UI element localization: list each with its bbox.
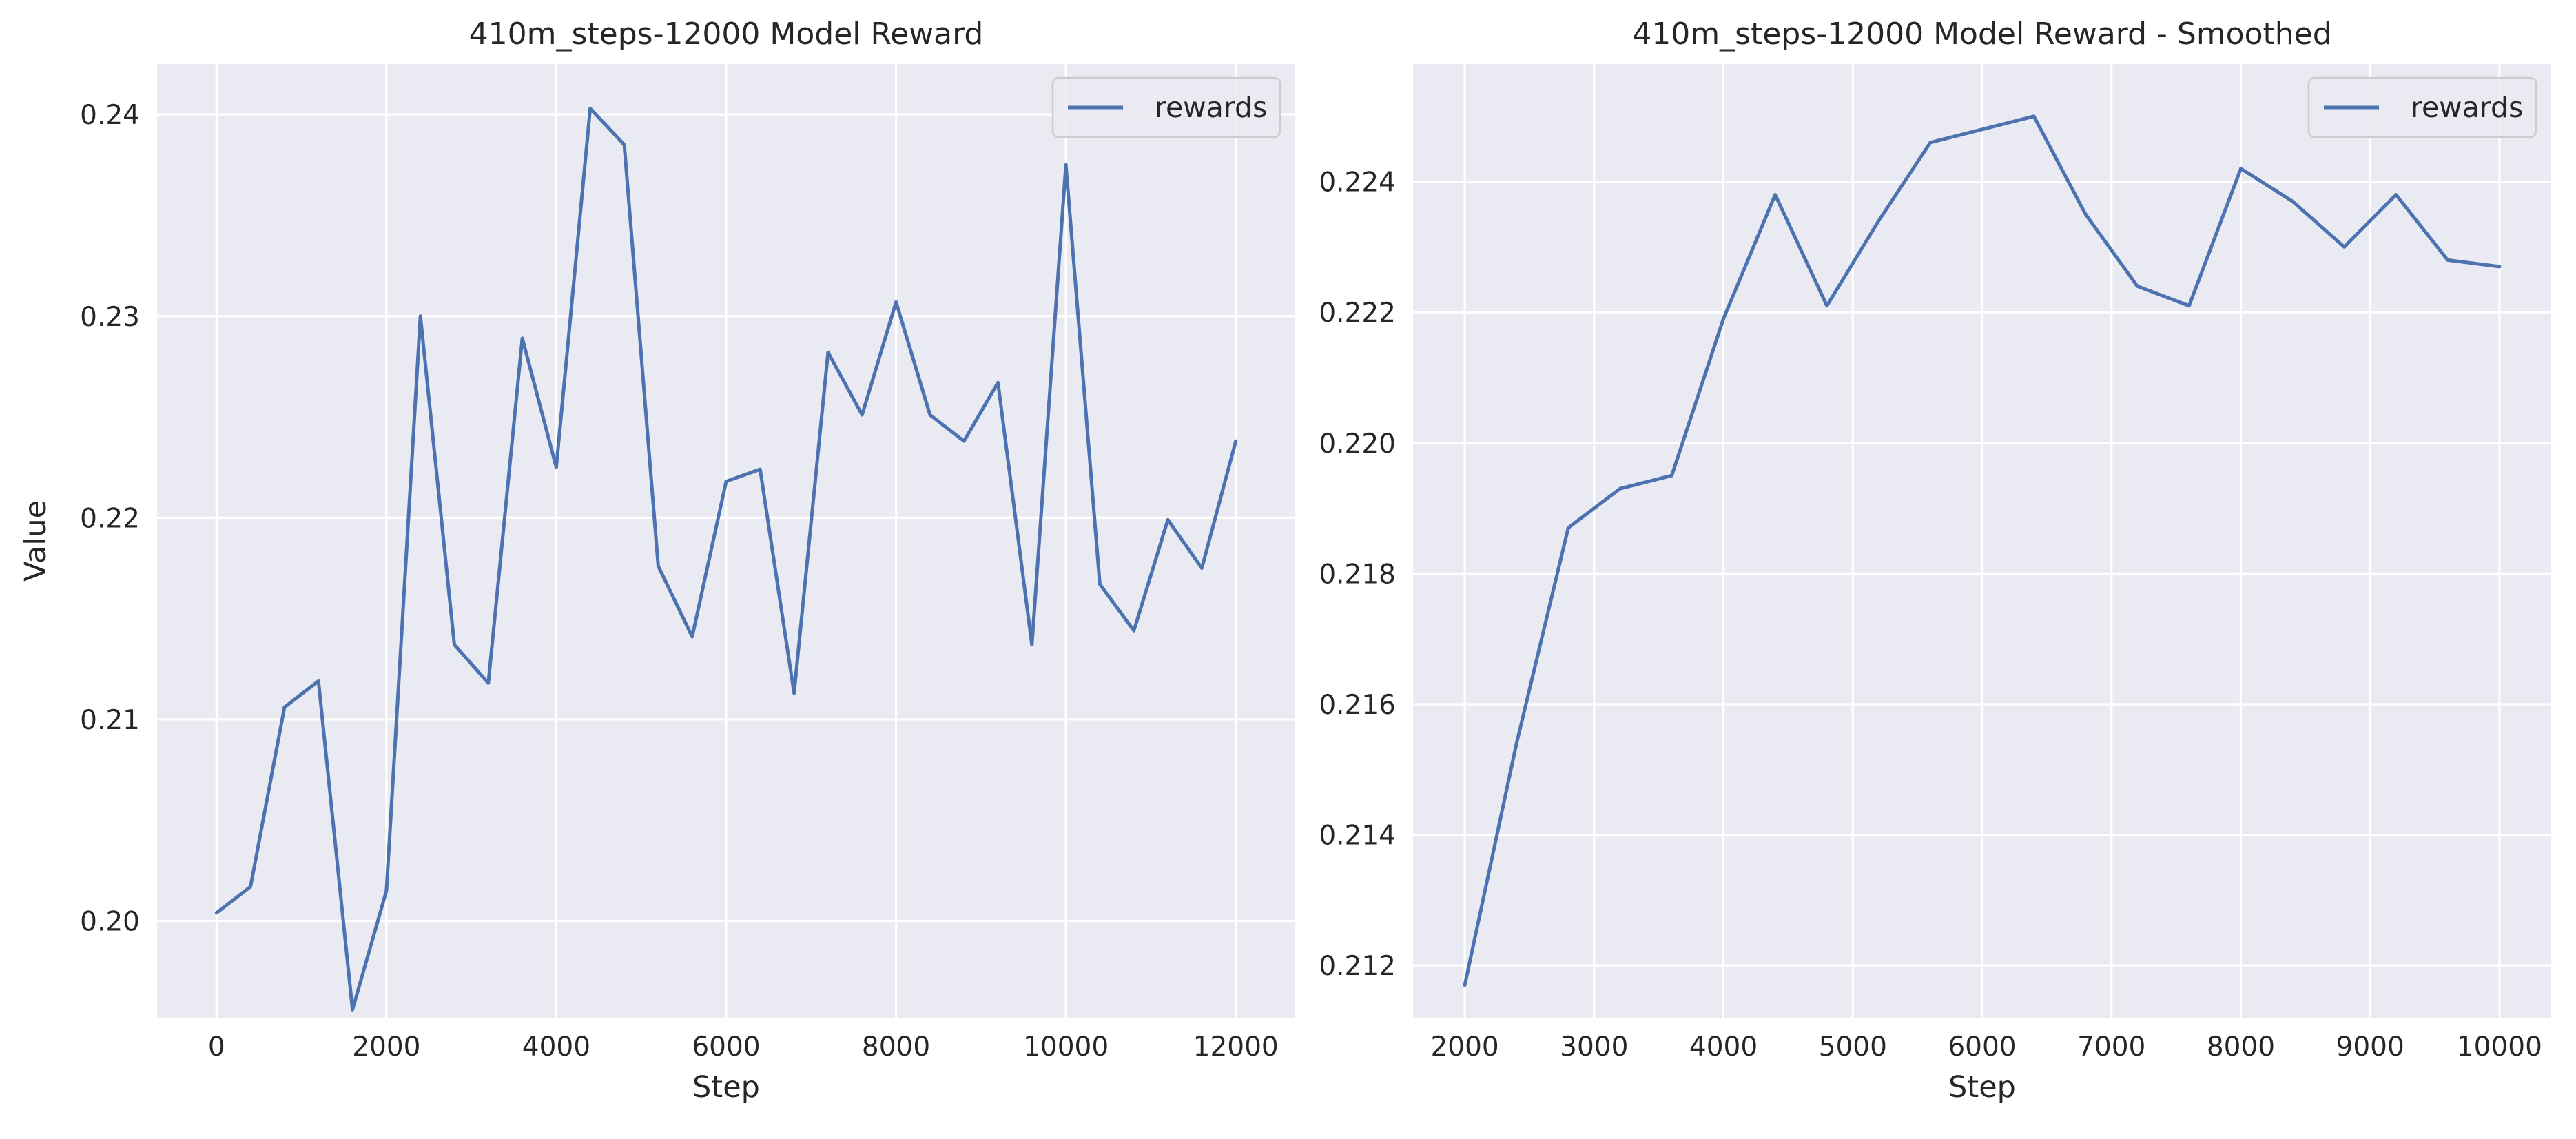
- left-x-tick-label: 6000: [692, 1032, 760, 1063]
- right-x-tick-label: 2000: [1430, 1032, 1498, 1063]
- right-x-tick-label: 4000: [1689, 1032, 1758, 1063]
- right-x-tick-label: 5000: [1819, 1032, 1887, 1063]
- left-x-tick-label: 10000: [1023, 1032, 1109, 1063]
- left-x-axis-label: Step: [692, 1070, 760, 1105]
- right-y-tick-label: 0.220: [1319, 429, 1396, 460]
- right-y-tick-label: 0.222: [1319, 298, 1396, 329]
- right-x-tick-label: 10000: [2457, 1032, 2542, 1063]
- left-x-tick-label: 12000: [1193, 1032, 1279, 1063]
- right-legend-label: rewards: [2411, 91, 2523, 124]
- left-y-axis-label: Value: [19, 500, 53, 582]
- right-y-tick-label: 0.212: [1319, 951, 1396, 982]
- left-legend: rewards: [1051, 76, 1281, 138]
- right-y-tick-label: 0.216: [1319, 690, 1396, 721]
- left-chart-title: 410m_steps-12000 Model Reward: [469, 17, 984, 52]
- left-x-tick-label: 4000: [522, 1032, 590, 1063]
- right-legend: rewards: [2307, 76, 2537, 138]
- right-x-tick-label: 3000: [1560, 1032, 1628, 1063]
- left-x-tick-label: 0: [208, 1032, 225, 1063]
- left-y-tick-label: 0.22: [80, 503, 140, 534]
- left-y-tick-label: 0.24: [80, 100, 140, 131]
- right-x-axis-label: Step: [1948, 1070, 2016, 1105]
- left-series-line-rewards: [214, 106, 1238, 1012]
- right-y-tick-label: 0.218: [1319, 559, 1396, 590]
- left-x-tick-label: 2000: [352, 1032, 420, 1063]
- left-x-tick-label: 8000: [862, 1032, 930, 1063]
- right-legend-box: [2307, 76, 2537, 138]
- right-x-tick-label: 8000: [2207, 1032, 2275, 1063]
- right-y-tick-label: 0.214: [1319, 821, 1396, 852]
- left-y-tick-label: 0.20: [80, 907, 140, 938]
- left-legend-label: rewards: [1155, 91, 1267, 124]
- right-x-tick-label: 9000: [2336, 1032, 2404, 1063]
- right-chart: 2000 3000 4000 5000 6000 7000 8000 9000 10000 0.2…: [1319, 17, 2551, 1105]
- right-series-line-rewards: [1463, 114, 2502, 987]
- left-legend-box: [1051, 76, 1281, 138]
- left-y-tick-label: 0.21: [80, 705, 140, 736]
- right-x-tick-label: 6000: [1948, 1032, 2016, 1063]
- left-y-tick-label: 0.23: [80, 302, 140, 333]
- right-chart-title: 410m_steps-12000 Model Reward - Smoothed: [1632, 17, 2331, 52]
- right-y-tick-label: 0.224: [1319, 167, 1396, 198]
- left-chart: 0 2000 4000 6000 8000 10000 12000 0.20 0.21 0.22 0…: [19, 17, 1295, 1105]
- right-x-tick-label: 7000: [2077, 1032, 2145, 1063]
